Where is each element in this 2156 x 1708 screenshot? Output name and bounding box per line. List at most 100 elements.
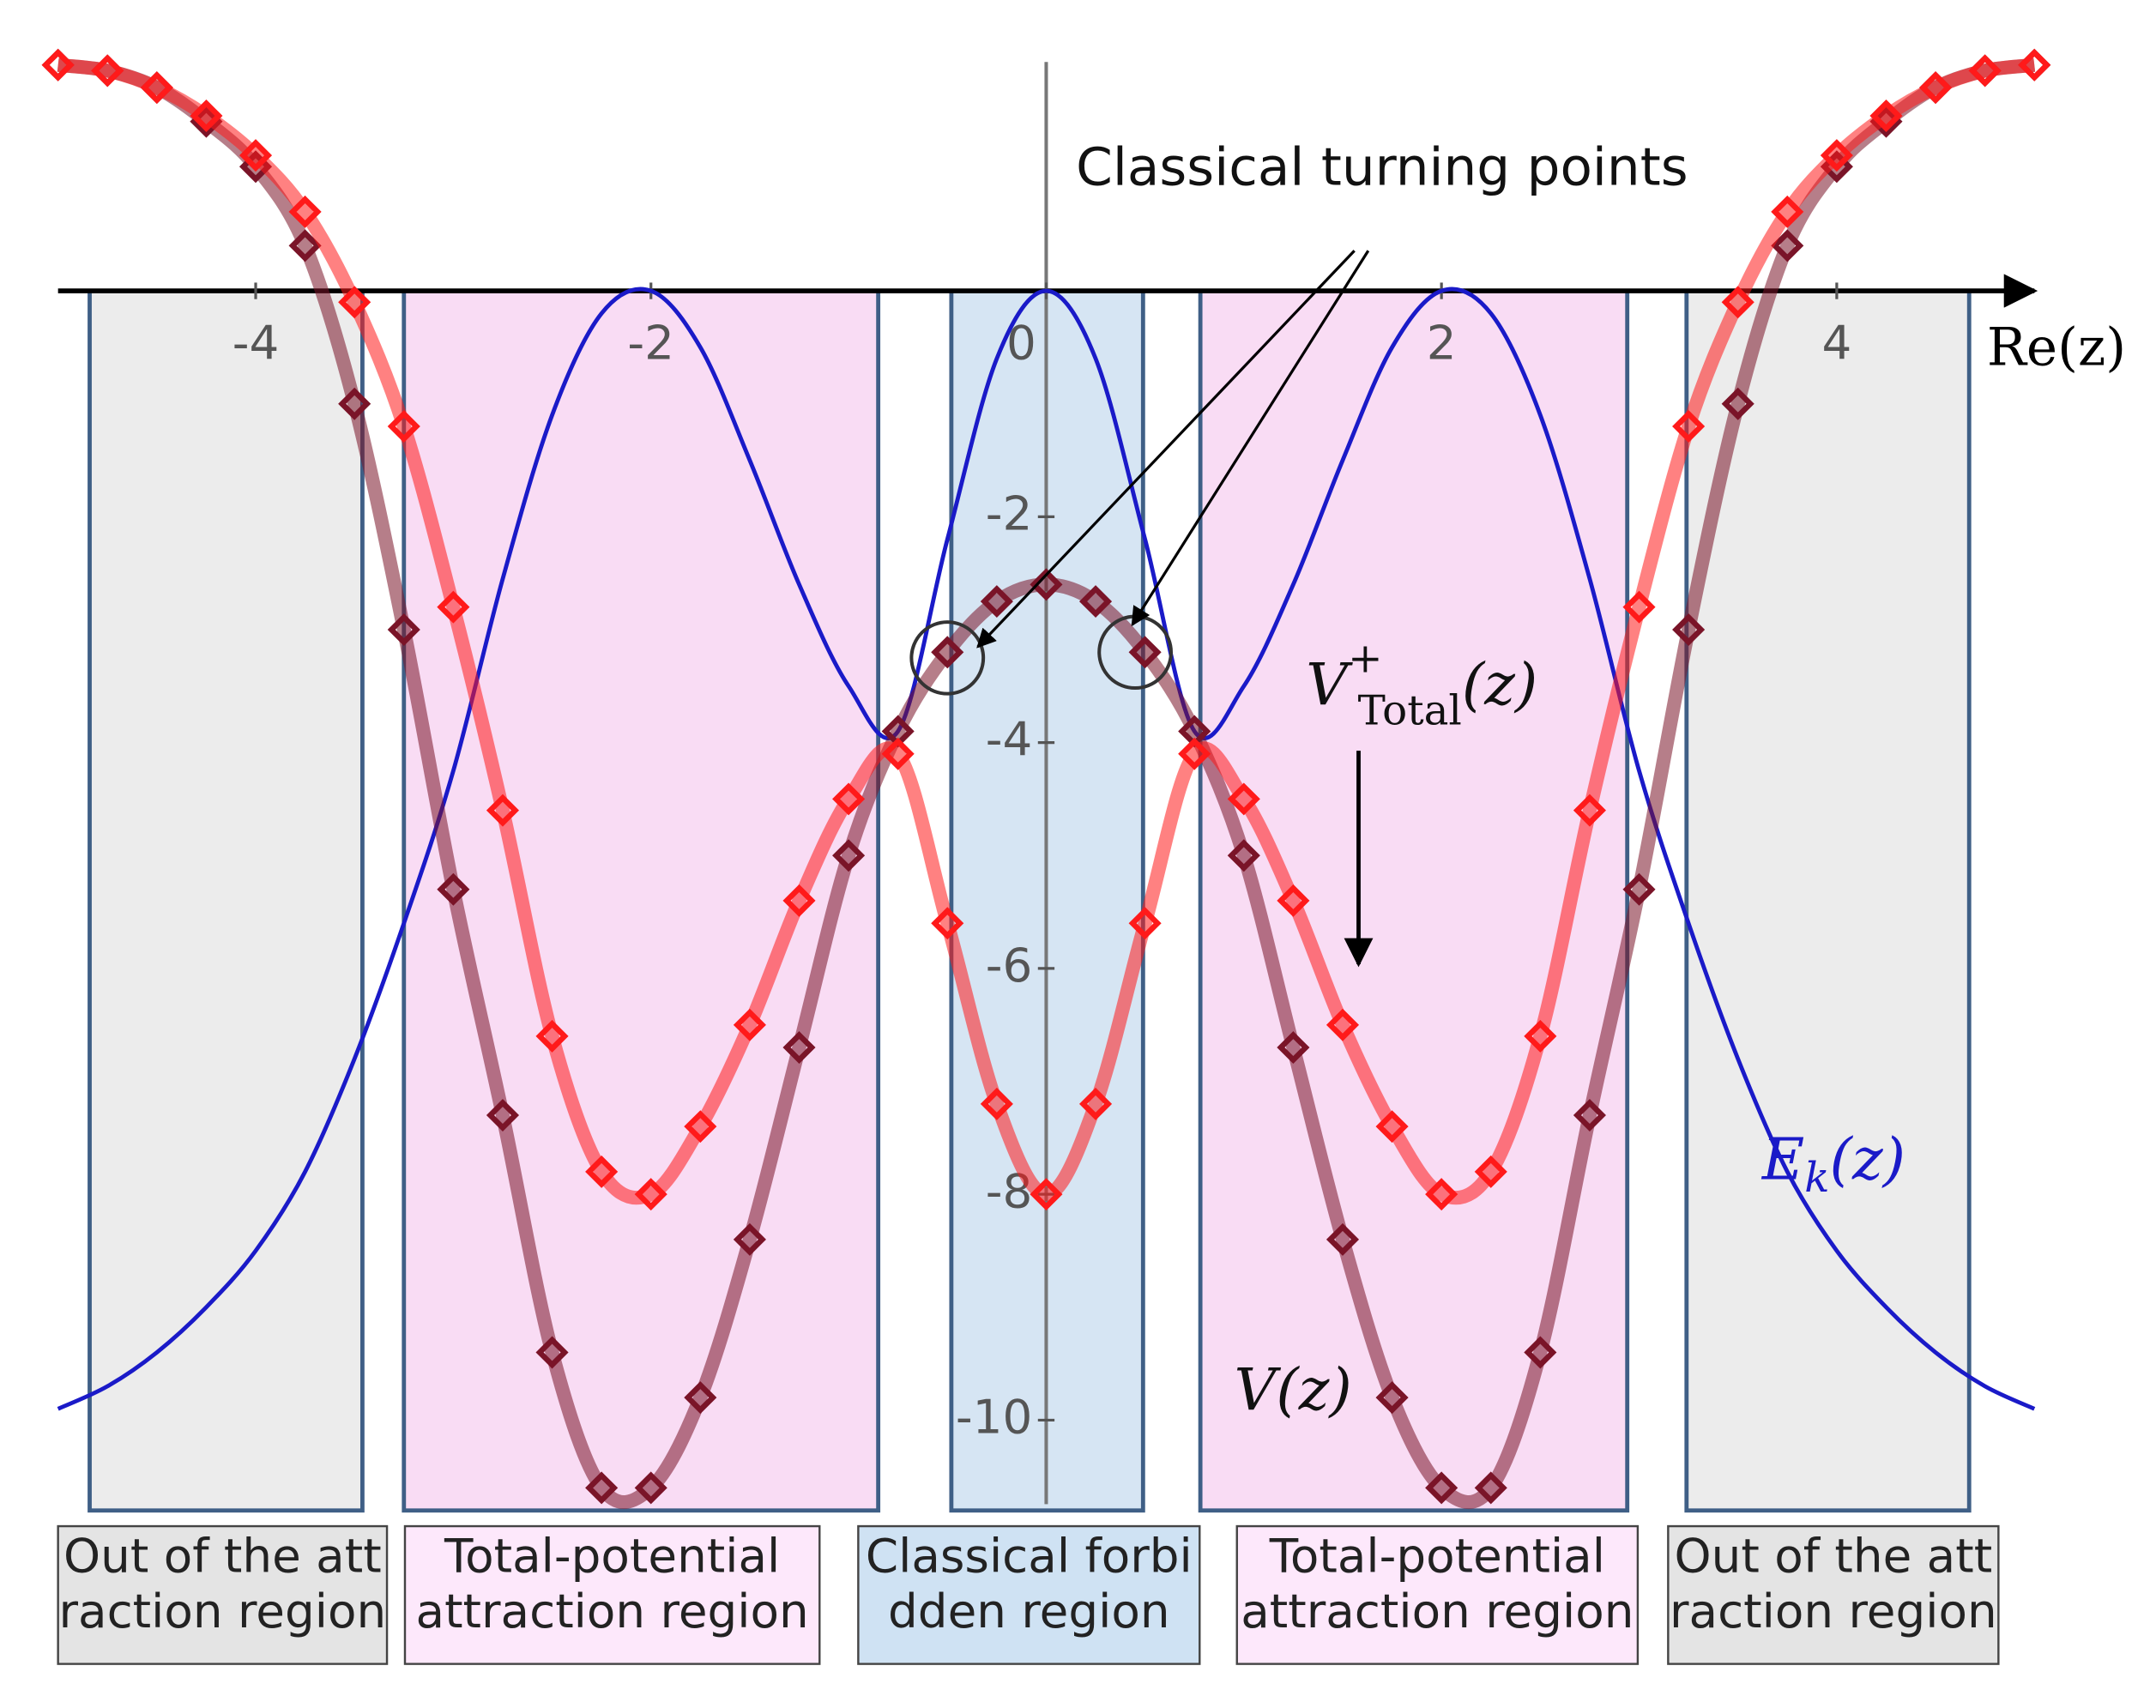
point (684, 1110, 717, 1144)
curve-label: Ek(z) (1760, 1125, 1905, 1201)
point (535, 1019, 569, 1053)
point (1474, 1155, 1507, 1188)
region-label: Classical forbi (866, 1529, 1193, 1584)
point (338, 286, 371, 319)
point (733, 1222, 766, 1256)
curves (41, 48, 2051, 1510)
region-label: raction region (1670, 1584, 1997, 1639)
point (1375, 1381, 1409, 1415)
point (1078, 1087, 1113, 1120)
label-rest: (z) (1462, 649, 1537, 717)
curve (57, 57, 2036, 1510)
point (1869, 100, 1903, 133)
point (1672, 613, 1706, 646)
annotation-arrow (1131, 250, 1370, 627)
region-label: Total-potential (444, 1529, 780, 1584)
point (486, 1099, 520, 1132)
region-label-box (403, 1524, 821, 1665)
point (1721, 387, 1754, 420)
point (1968, 54, 2002, 88)
point (585, 1155, 619, 1188)
label-main: V (1306, 649, 1353, 717)
point (1524, 1336, 1557, 1369)
turning-point (909, 620, 986, 696)
label-main: E (1760, 1125, 1804, 1192)
point (1227, 839, 1260, 872)
region-label: Out of the att (63, 1529, 382, 1584)
point (931, 636, 964, 669)
region-label: attraction region (416, 1584, 809, 1639)
point (634, 1178, 667, 1211)
point (980, 1087, 1013, 1120)
point (288, 195, 322, 228)
label-sub: Total (1358, 686, 1462, 734)
point (387, 613, 420, 646)
curve-label: V(z) (1235, 1355, 1352, 1422)
point (41, 48, 75, 81)
point (288, 229, 322, 263)
x-axis-label: Re(z) (1987, 317, 2126, 378)
point (437, 590, 470, 624)
point (535, 1336, 569, 1369)
point (1919, 71, 1953, 105)
label-main: V (1235, 1355, 1282, 1422)
y-tick-label: -6 (986, 938, 1033, 993)
point (1227, 782, 1260, 816)
point (1820, 139, 1853, 172)
point (91, 54, 124, 88)
label-rest: (z) (1830, 1125, 1905, 1192)
y-tick-label: -10 (956, 1390, 1032, 1445)
point (486, 794, 520, 827)
point (1771, 195, 1804, 228)
region (88, 288, 365, 1513)
point (140, 71, 173, 105)
point (980, 585, 1013, 619)
curve (57, 57, 2036, 1205)
annotation: Classical turning points (1076, 137, 1688, 198)
point (1474, 1471, 1507, 1505)
point (585, 1471, 619, 1505)
region (402, 288, 881, 1513)
point (1277, 1031, 1310, 1065)
point (387, 410, 420, 444)
label-sup: + (1348, 634, 1382, 682)
point (931, 907, 964, 940)
point (782, 884, 816, 917)
point (1375, 1110, 1409, 1144)
x-tick-label: 4 (1821, 315, 1851, 370)
point (190, 100, 223, 133)
x-tick-label: 2 (1427, 315, 1457, 370)
region-label-box (1667, 1524, 2000, 1665)
point (782, 1031, 816, 1065)
y-tick-label: -2 (986, 486, 1033, 541)
point (1078, 585, 1113, 619)
region-label: Total-potential (1269, 1529, 1605, 1584)
point (1573, 1099, 1606, 1132)
region-label: Out of the att (1675, 1529, 1993, 1584)
point (881, 737, 915, 770)
region-label: raction region (59, 1584, 387, 1639)
region-label-box (57, 1524, 389, 1665)
point (1524, 1019, 1557, 1053)
point (1672, 410, 1706, 444)
point (832, 839, 866, 872)
point (1573, 794, 1606, 827)
region-label-box (1235, 1524, 1640, 1665)
point (1622, 872, 1656, 906)
point (1326, 1222, 1360, 1256)
x-tick-label: -2 (627, 315, 674, 370)
region-label: dden region (888, 1584, 1170, 1639)
point (1030, 568, 1063, 601)
point (338, 387, 371, 420)
point (1030, 1178, 1063, 1211)
point (239, 139, 273, 172)
region (1198, 288, 1630, 1513)
label-rest: (z) (1276, 1355, 1351, 1422)
y-tick-label: -4 (986, 712, 1033, 767)
point (2018, 48, 2051, 81)
region-label: attraction region (1241, 1584, 1634, 1639)
x-tick-label: -4 (233, 315, 280, 370)
region (1684, 288, 1972, 1513)
